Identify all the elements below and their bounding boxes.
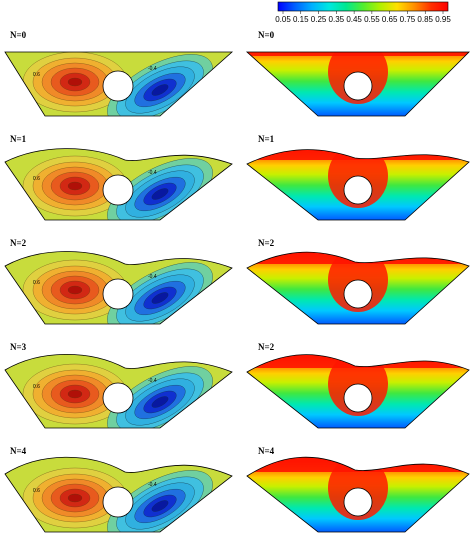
panel-row: N=0 N=0 0.6 -0.4 [4,30,470,117]
positive-vortex-contour [67,181,83,191]
isoline-label: 0.6 [33,384,40,390]
negative-vortex-contour [151,396,169,408]
positive-vortex-contour [67,389,83,399]
circular-cylinder [102,382,134,414]
domain-outline [246,456,470,533]
colorbar-tick-label: 0.35 [329,15,345,24]
negative-vortex-contour [151,292,169,304]
panel-row: N=2 N=2 0.6 -0.4 [4,238,470,325]
circular-cylinder [343,487,373,517]
colorbar-tick-label: 0.65 [382,15,398,24]
colorbar-tick-label: 0.05 [275,15,291,24]
hot-boundary-layer [247,52,469,56]
left-panel-label: N=1 [10,134,27,144]
isoline-label: -0.4 [148,378,157,384]
domain-outline [4,251,233,325]
circular-cylinder [102,174,134,206]
colorbar: 0.05 0.15 0.25 0.35 0.45 0.55 0.65 0.75 0.85 0.95 [275,1,451,24]
right-panel-label: N=2 [258,238,275,248]
hot-boundary-layer [247,457,469,472]
domain-outline [4,456,233,533]
negative-vortex-contour [151,500,169,512]
circular-cylinder [343,71,373,101]
domain-outline [246,251,470,325]
panel-row: N=1 N=1 0.6 -0.4 [4,134,470,221]
right-panel-label: N=2 [258,342,275,352]
negative-vortex-contour [151,188,169,200]
circular-cylinder [343,279,373,309]
left-panel-label: N=0 [10,30,27,40]
right-panel-label: N=1 [258,134,275,144]
left-panel-label: N=4 [10,446,27,456]
positive-vortex-contour [67,493,83,503]
domain-outline [245,51,470,117]
isoline-label: -0.4 [148,274,157,280]
colorbar-tick-labels: 0.05 0.15 0.25 0.35 0.45 0.55 0.65 0.75 0.85 0.95 [275,11,451,24]
hot-boundary-layer [247,354,469,368]
colorbar-tick-label: 0.25 [311,15,327,24]
circular-cylinder [343,175,373,205]
colorbar-tick-label: 0.55 [364,15,380,24]
isoline-label: 0.6 [33,488,40,494]
colorbar-tick-label: 0.75 [400,15,416,24]
left-panel-label: N=2 [10,238,27,248]
isoline-label: 0.6 [33,176,40,182]
circular-cylinder [102,70,134,102]
positive-vortex-contour [67,77,83,87]
colorbar-tick-label: 0.45 [346,15,362,24]
colorbar-tick-label: 0.15 [293,15,309,24]
negative-vortex-contour [151,84,169,96]
panel-grid: N=0 N=00.6-0.4N=1 N=10.6-0.4N=2 N=20.6-0.4N… [4,30,470,533]
colorbar-tick-label: 0.95 [435,15,451,24]
isoline-label: -0.4 [148,66,157,72]
isoline-label: -0.4 [148,482,157,488]
right-panel-label: N=0 [258,30,275,40]
isoline-label: 0.6 [33,280,40,286]
circular-cylinder [102,486,134,518]
domain-outline [246,354,470,429]
circular-cylinder [343,383,373,413]
panel-row: N=3 N=2 0.6 -0.4 [4,342,470,429]
right-panel-label: N=4 [258,446,275,456]
hot-boundary-layer [247,149,469,160]
colorbar-gradient [277,1,449,12]
isoline-label: -0.4 [148,170,157,176]
domain-outline [4,51,234,117]
positive-vortex-contour [67,285,83,295]
panel-row: N=4 N=4 0.6 -0.4 [4,446,470,533]
streamline-contour-plot [5,148,232,220]
domain-outline [4,148,233,221]
colorbar-tick-label: 0.85 [417,15,433,24]
isoline-label: 0.6 [33,72,40,78]
domain-outline [4,353,233,429]
circular-cylinder [102,278,134,310]
domain-outline [246,149,470,221]
hot-boundary-layer [247,252,469,264]
left-panel-label: N=3 [10,342,27,352]
